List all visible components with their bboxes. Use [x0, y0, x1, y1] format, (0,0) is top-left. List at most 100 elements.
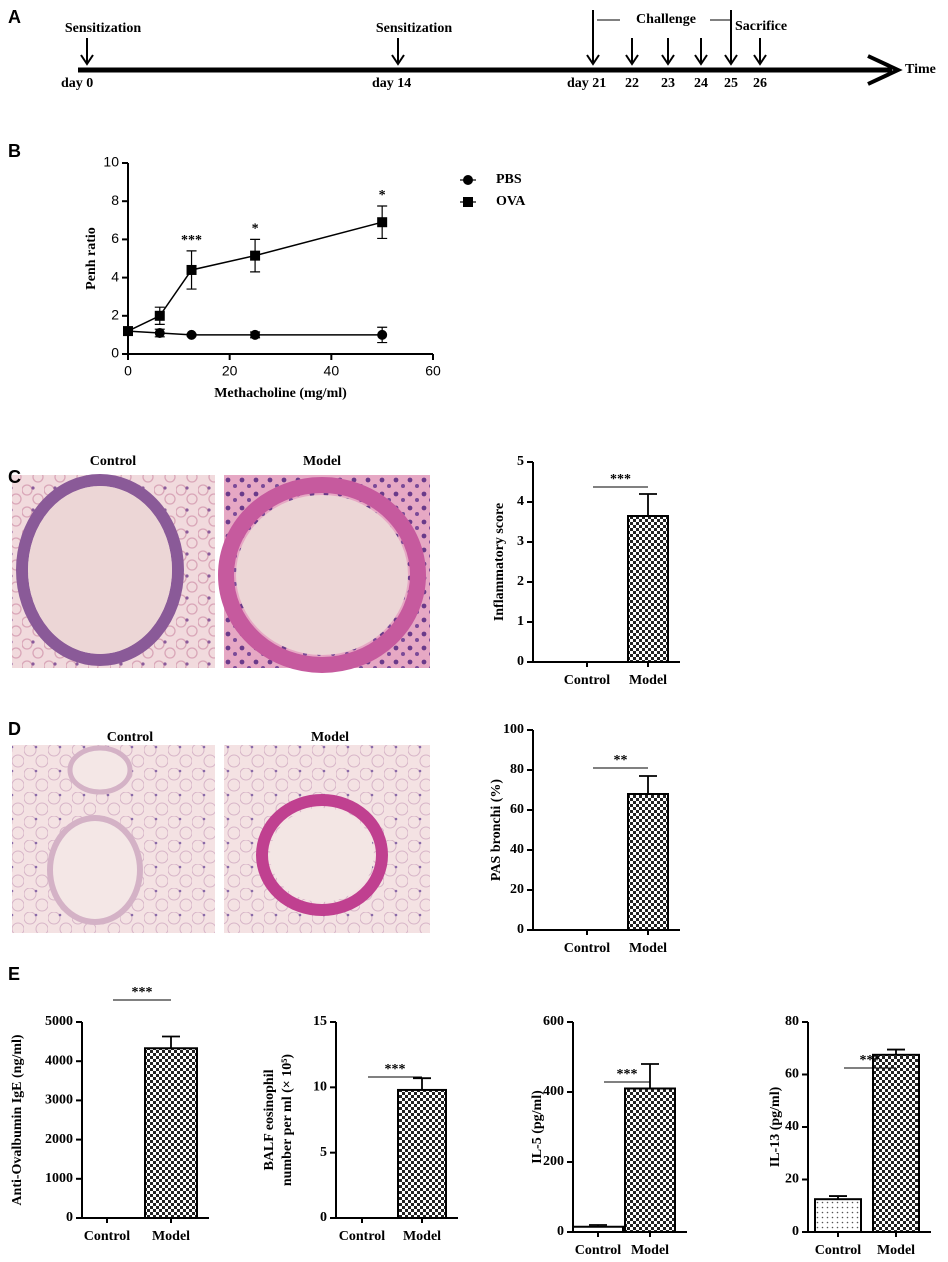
- error-bar: [829, 1195, 847, 1200]
- x-tick-label: Model: [629, 941, 667, 956]
- bar: [624, 1087, 676, 1233]
- y-tick-label: 3: [517, 534, 524, 549]
- significance-label: ***: [860, 1053, 881, 1068]
- panel-label: C: [8, 467, 21, 487]
- y-tick-label: 2: [111, 307, 119, 323]
- y-tick-label: 0: [320, 1210, 327, 1225]
- y-tick-label: 20: [510, 882, 524, 897]
- x-tick-label: Control: [339, 1229, 386, 1244]
- significance-label: **: [614, 753, 628, 768]
- panel-label: D: [8, 719, 21, 739]
- significance-label: *: [379, 188, 386, 203]
- timeline-arrowhead: [867, 54, 903, 86]
- micrograph-title: Control: [107, 730, 154, 745]
- marker: [186, 329, 197, 340]
- event-arrowhead: [694, 54, 708, 66]
- y-axis-label: BALF eosinophil: [262, 1069, 277, 1170]
- marker: [377, 217, 388, 228]
- x-tick-label: 20: [222, 363, 238, 379]
- event-day: day 0: [61, 76, 93, 91]
- marker: [154, 310, 165, 321]
- marker: [250, 250, 261, 261]
- event-label: Sensitization: [65, 21, 141, 36]
- bar: [397, 1088, 447, 1219]
- event-arrowhead: [661, 54, 675, 66]
- micrograph-title: Model: [311, 730, 349, 745]
- y-tick-label: 600: [543, 1014, 564, 1029]
- vessel: [67, 745, 133, 795]
- panel-label: A: [8, 7, 21, 27]
- phase-label: Challenge: [636, 12, 696, 27]
- significance-label: ***: [132, 985, 153, 1000]
- y-tick-label: 60: [510, 802, 524, 817]
- y-tick-label: 2: [517, 574, 524, 589]
- event-day: 24: [694, 76, 708, 91]
- y-tick-label: 8: [111, 192, 119, 208]
- x-tick-label: Control: [815, 1243, 862, 1258]
- airway: [47, 815, 143, 925]
- error-bar: [639, 493, 657, 516]
- bar: [872, 1053, 920, 1233]
- panel-label: E: [8, 964, 20, 984]
- marker: [123, 326, 133, 337]
- micrographs: [12, 474, 430, 933]
- marker: [186, 264, 197, 275]
- error-bar: [641, 1063, 659, 1089]
- airway-wall: [16, 474, 184, 666]
- event-label: Sensitization: [376, 21, 452, 36]
- x-tick-label: 60: [425, 363, 441, 379]
- y-tick-label: 60: [785, 1067, 799, 1082]
- y-tick-label: 40: [510, 842, 524, 857]
- legend-marker: [463, 197, 473, 207]
- y-axis-label: IL-13 (pg/ml): [768, 1086, 783, 1167]
- bar: [144, 1047, 198, 1220]
- x-axis-label: Methacholine (mg/ml): [214, 386, 347, 401]
- marker: [250, 329, 261, 340]
- y-tick-label: 0: [517, 922, 524, 937]
- y-tick-label: 3000: [45, 1093, 73, 1108]
- bar: [627, 793, 669, 931]
- y-axis-label: IL-5 (pg/ml): [530, 1090, 545, 1164]
- y-axis-label: number per ml (× 10⁵): [280, 1054, 295, 1187]
- x-tick-label: 0: [124, 363, 132, 379]
- y-axis-label: Penh ratio: [84, 227, 99, 290]
- error-bar: [413, 1077, 431, 1090]
- legend-label: OVA: [496, 194, 526, 209]
- y-tick-label: 0: [792, 1224, 799, 1239]
- bar: [814, 1198, 862, 1233]
- legend-label: PBS: [496, 172, 522, 187]
- event-arrowhead: [586, 54, 600, 66]
- marker: [377, 329, 388, 340]
- legend-marker: [463, 175, 473, 185]
- airway-lumen: [270, 808, 374, 902]
- x-tick-label: Control: [564, 941, 611, 956]
- event-day: 26: [753, 76, 767, 91]
- y-tick-label: 5000: [45, 1014, 73, 1029]
- x-tick-label: Control: [575, 1243, 622, 1258]
- significance-label: ***: [617, 1067, 638, 1082]
- x-tick-label: Model: [152, 1229, 190, 1244]
- event-day: 23: [661, 76, 675, 91]
- error-bar: [162, 1035, 180, 1049]
- y-tick-label: 0: [66, 1210, 73, 1225]
- y-tick-label: 20: [785, 1172, 799, 1187]
- bar: [627, 515, 669, 663]
- series-line: [127, 221, 383, 332]
- y-tick-label: 0: [111, 345, 119, 361]
- airway-wall: [256, 794, 388, 916]
- y-tick-label: 0: [517, 654, 524, 669]
- error-bar: [589, 1224, 607, 1227]
- sacrifice-label: Sacrifice: [735, 19, 787, 34]
- event-day: day 21: [567, 76, 606, 91]
- y-tick-label: 80: [510, 762, 524, 777]
- y-tick-label: 5: [517, 454, 524, 469]
- y-tick-label: 10: [103, 154, 119, 170]
- x-tick-label: Control: [84, 1229, 131, 1244]
- event-day: day 14: [372, 76, 411, 91]
- y-tick-label: 5: [320, 1145, 327, 1160]
- y-tick-label: 4: [517, 494, 524, 509]
- significance-label: ***: [385, 1062, 406, 1077]
- x-tick-label: Model: [629, 673, 667, 688]
- y-tick-label: 40: [785, 1119, 799, 1134]
